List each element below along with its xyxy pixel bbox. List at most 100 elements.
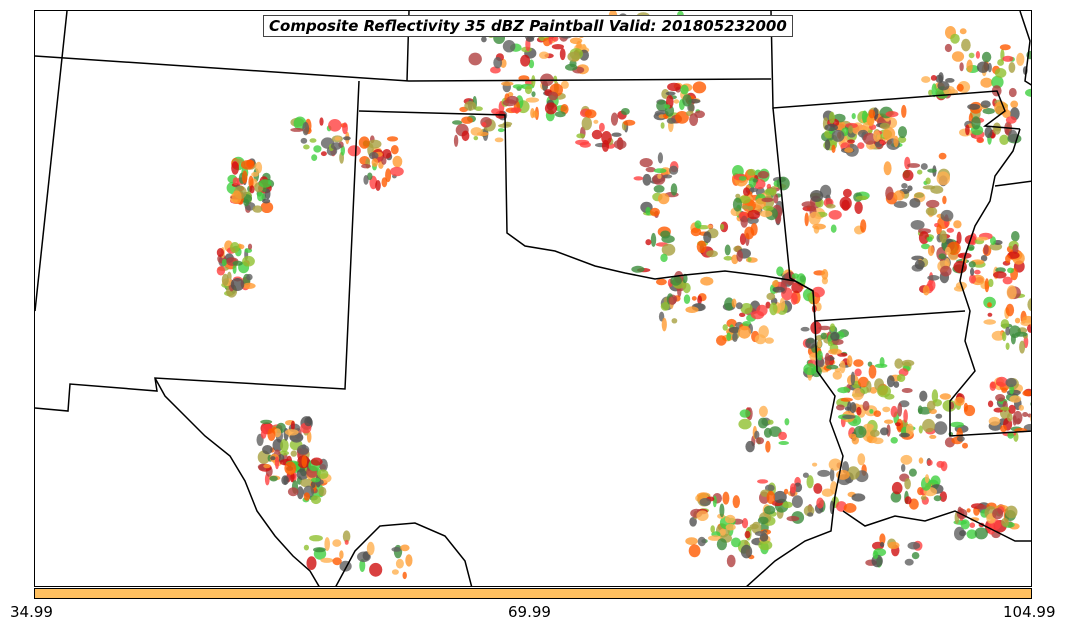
reflectivity-blob xyxy=(1008,404,1016,414)
state-border xyxy=(772,107,966,322)
reflectivity-blob xyxy=(601,139,610,152)
reflectivity-blob xyxy=(910,220,925,230)
reflectivity-blob xyxy=(769,302,778,316)
reflectivity-blob xyxy=(532,110,538,118)
reflectivity-blob xyxy=(929,434,937,439)
reflectivity-blob xyxy=(840,397,853,402)
reflectivity-blob xyxy=(836,404,845,411)
reflectivity-blob xyxy=(231,190,242,204)
reflectivity-blob xyxy=(791,495,803,508)
reflectivity-blob xyxy=(1022,390,1031,397)
reflectivity-blob xyxy=(914,259,925,270)
reflectivity-blob xyxy=(933,495,942,502)
reflectivity-blob xyxy=(309,138,317,143)
reflectivity-blob xyxy=(940,209,954,222)
reflectivity-blob xyxy=(893,381,900,388)
reflectivity-blob xyxy=(593,119,599,124)
reflectivity-blob xyxy=(980,100,991,108)
reflectivity-blob xyxy=(758,417,768,429)
reflectivity-blob xyxy=(731,298,737,308)
reflectivity-blob xyxy=(851,493,866,502)
reflectivity-blob xyxy=(661,89,670,99)
reflectivity-blob xyxy=(893,190,905,201)
reflectivity-blob xyxy=(657,173,662,179)
reflectivity-blob xyxy=(655,278,667,286)
reflectivity-blob xyxy=(990,236,996,246)
reflectivity-blob xyxy=(745,440,755,453)
reflectivity-blob xyxy=(966,529,978,539)
reflectivity-blob xyxy=(857,142,865,150)
state-border xyxy=(35,55,772,82)
reflectivity-blob xyxy=(951,51,965,62)
reflectivity-blob xyxy=(900,454,913,465)
reflectivity-blob xyxy=(862,132,877,145)
reflectivity-blob xyxy=(740,215,748,228)
reflectivity-blob xyxy=(1016,418,1021,425)
reflectivity-blob xyxy=(877,385,891,398)
reflectivity-blob xyxy=(639,158,653,168)
reflectivity-blob xyxy=(868,109,876,119)
reflectivity-blob xyxy=(264,188,271,200)
reflectivity-blob xyxy=(747,168,756,176)
reflectivity-blob xyxy=(939,393,952,400)
reflectivity-blob xyxy=(994,68,1007,78)
reflectivity-blob xyxy=(668,296,677,305)
reflectivity-blob xyxy=(907,185,913,192)
reflectivity-blob xyxy=(784,418,790,426)
reflectivity-blob xyxy=(869,387,878,394)
reflectivity-blob xyxy=(359,559,366,572)
reflectivity-blob xyxy=(879,357,885,367)
reflectivity-blob xyxy=(230,278,245,291)
reflectivity-blob xyxy=(216,266,226,276)
reflectivity-blob xyxy=(304,416,313,427)
reflectivity-blob xyxy=(991,75,1004,89)
reflectivity-blob xyxy=(381,177,388,188)
reflectivity-blob xyxy=(824,123,838,132)
reflectivity-blob xyxy=(934,421,948,435)
reflectivity-blob xyxy=(939,491,947,502)
reflectivity-blob xyxy=(918,457,924,464)
reflectivity-blob xyxy=(290,127,304,132)
reflectivity-blob xyxy=(975,236,989,241)
state-border xyxy=(358,110,814,292)
reflectivity-blob xyxy=(682,94,692,107)
reflectivity-blob xyxy=(965,124,970,136)
reflectivity-blob xyxy=(525,97,540,103)
reflectivity-blob xyxy=(882,406,891,413)
reflectivity-blob xyxy=(765,301,771,309)
reflectivity-blob xyxy=(461,116,473,124)
reflectivity-blob xyxy=(945,78,955,83)
reflectivity-blob xyxy=(531,75,536,88)
reflectivity-blob xyxy=(650,232,657,247)
reflectivity-blob xyxy=(939,230,947,244)
reflectivity-blob xyxy=(263,464,271,469)
reflectivity-blob xyxy=(725,523,736,531)
reflectivity-blob xyxy=(738,325,751,339)
reflectivity-blob xyxy=(907,163,921,168)
reflectivity-blob xyxy=(758,540,773,551)
reflectivity-blob xyxy=(300,478,313,488)
reflectivity-blob xyxy=(324,537,331,552)
reflectivity-blob xyxy=(719,503,725,518)
reflectivity-blob xyxy=(246,159,255,166)
reflectivity-blob xyxy=(260,419,273,424)
reflectivity-blob xyxy=(689,517,697,527)
reflectivity-blob xyxy=(904,496,912,505)
reflectivity-blob xyxy=(918,231,930,245)
reflectivity-blob xyxy=(987,302,992,308)
reflectivity-blob xyxy=(652,173,666,185)
reflectivity-blob xyxy=(953,260,967,274)
reflectivity-blob xyxy=(790,483,797,494)
state-border xyxy=(949,128,1031,437)
reflectivity-blob xyxy=(649,207,660,217)
reflectivity-blob xyxy=(738,176,747,181)
reflectivity-blob xyxy=(903,409,908,423)
reflectivity-blob xyxy=(732,332,738,342)
reflectivity-blob xyxy=(751,310,764,320)
reflectivity-blob xyxy=(930,75,937,81)
reflectivity-blob xyxy=(868,364,877,379)
reflectivity-blob xyxy=(1027,324,1031,333)
reflectivity-blob xyxy=(692,81,707,94)
reflectivity-paintball-layer xyxy=(216,11,1031,580)
reflectivity-blob xyxy=(301,455,308,468)
